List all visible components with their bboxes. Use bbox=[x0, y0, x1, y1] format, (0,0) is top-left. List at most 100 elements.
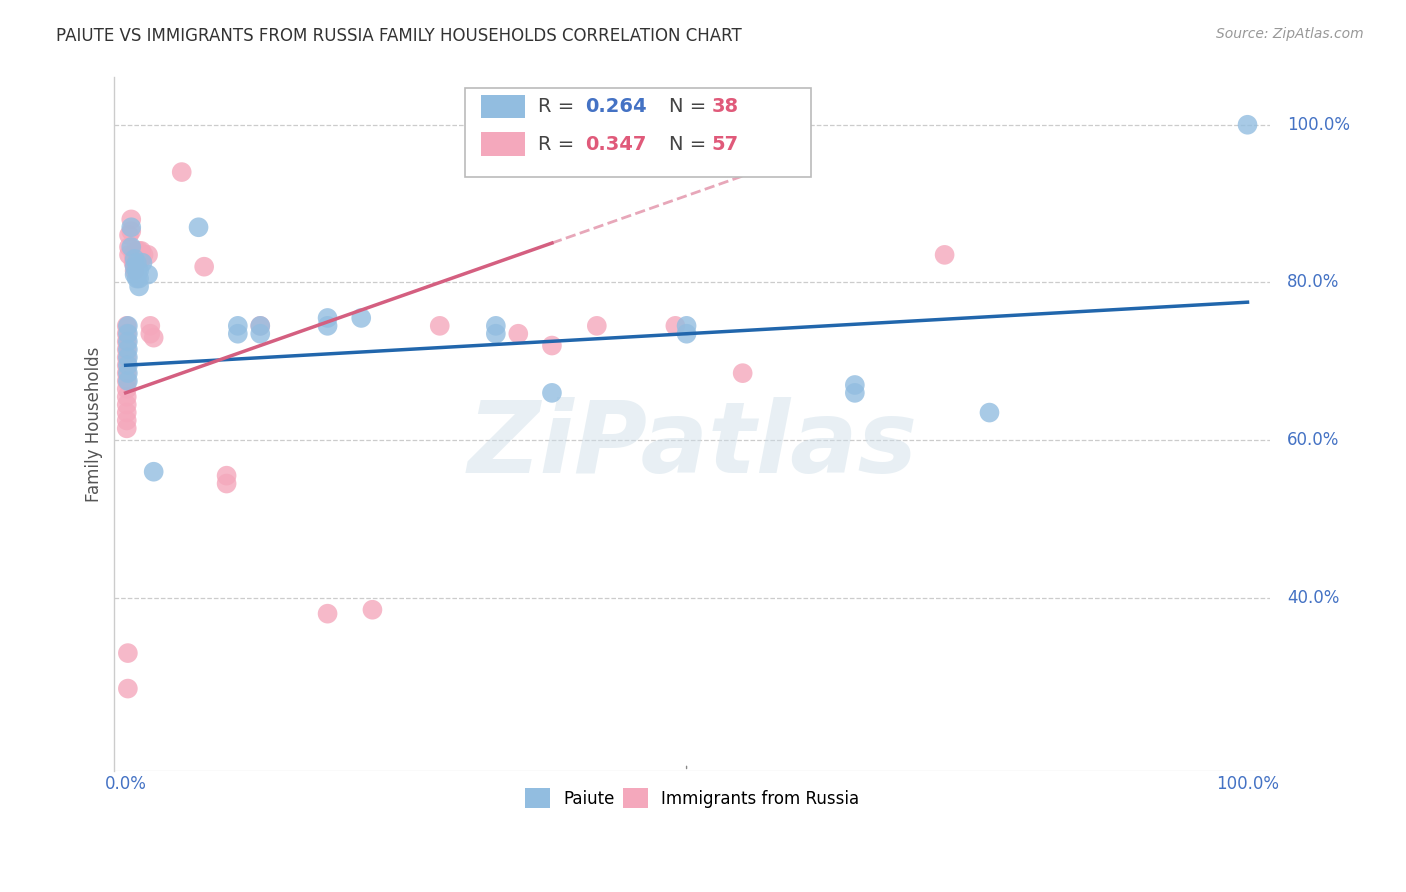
Point bbox=[124, 260, 146, 274]
Point bbox=[675, 326, 697, 341]
Point bbox=[125, 244, 148, 258]
Point bbox=[120, 224, 142, 238]
Point bbox=[226, 326, 249, 341]
Text: Source: ZipAtlas.com: Source: ZipAtlas.com bbox=[1216, 27, 1364, 41]
Point bbox=[124, 248, 146, 262]
Point bbox=[125, 263, 148, 277]
Text: 38: 38 bbox=[711, 97, 740, 116]
Point bbox=[115, 343, 138, 357]
Point bbox=[249, 318, 271, 333]
Point bbox=[115, 318, 138, 333]
Point bbox=[128, 271, 150, 285]
Point bbox=[170, 165, 193, 179]
Point bbox=[139, 326, 162, 341]
Point bbox=[117, 646, 139, 660]
Legend: Paiute, Immigrants from Russia: Paiute, Immigrants from Russia bbox=[519, 781, 866, 815]
Point bbox=[132, 248, 155, 262]
Point bbox=[115, 351, 138, 365]
Text: R =: R = bbox=[538, 135, 581, 153]
Point bbox=[316, 318, 339, 333]
Point bbox=[142, 465, 165, 479]
Point bbox=[731, 366, 754, 380]
Point bbox=[541, 338, 564, 352]
Point bbox=[125, 271, 148, 285]
Bar bbox=[481, 132, 524, 156]
Point bbox=[117, 351, 139, 365]
Point bbox=[675, 318, 697, 333]
Point bbox=[115, 366, 138, 380]
Point bbox=[118, 240, 141, 254]
Text: PAIUTE VS IMMIGRANTS FROM RUSSIA FAMILY HOUSEHOLDS CORRELATION CHART: PAIUTE VS IMMIGRANTS FROM RUSSIA FAMILY … bbox=[56, 27, 742, 45]
Text: 0.264: 0.264 bbox=[585, 97, 647, 116]
Text: R =: R = bbox=[538, 97, 581, 116]
Point bbox=[664, 318, 686, 333]
Point bbox=[115, 334, 138, 349]
Point bbox=[226, 318, 249, 333]
Point bbox=[316, 310, 339, 325]
Text: 0.0%: 0.0% bbox=[104, 775, 146, 793]
Point bbox=[125, 252, 148, 266]
Point bbox=[1236, 118, 1258, 132]
Point bbox=[541, 385, 564, 400]
Point bbox=[193, 260, 215, 274]
Point bbox=[122, 248, 145, 262]
Point bbox=[117, 374, 139, 388]
Point bbox=[118, 248, 141, 262]
Point bbox=[485, 318, 508, 333]
Point bbox=[249, 326, 271, 341]
Point bbox=[117, 366, 139, 380]
Point bbox=[979, 406, 1001, 420]
Point bbox=[125, 256, 148, 270]
Point bbox=[117, 343, 139, 357]
Point bbox=[215, 468, 238, 483]
Point bbox=[215, 476, 238, 491]
Point bbox=[128, 279, 150, 293]
Point bbox=[117, 681, 139, 696]
Point bbox=[115, 390, 138, 404]
Point bbox=[115, 374, 138, 388]
Text: 80.0%: 80.0% bbox=[1286, 274, 1339, 292]
Text: 100.0%: 100.0% bbox=[1286, 116, 1350, 134]
Point bbox=[124, 256, 146, 270]
Point bbox=[844, 378, 866, 392]
Point bbox=[117, 326, 139, 341]
Point bbox=[117, 334, 139, 349]
Point bbox=[118, 228, 141, 243]
Point bbox=[115, 421, 138, 435]
Point bbox=[128, 244, 150, 258]
Point bbox=[122, 256, 145, 270]
Point bbox=[316, 607, 339, 621]
Point bbox=[115, 406, 138, 420]
Point bbox=[187, 220, 209, 235]
Point bbox=[844, 385, 866, 400]
Point bbox=[115, 326, 138, 341]
Bar bbox=[481, 95, 524, 119]
Point bbox=[136, 268, 159, 282]
Text: N =: N = bbox=[669, 135, 713, 153]
Point bbox=[350, 310, 373, 325]
Text: 60.0%: 60.0% bbox=[1286, 431, 1339, 450]
Point bbox=[128, 252, 150, 266]
Point bbox=[131, 244, 153, 258]
Text: N =: N = bbox=[669, 97, 713, 116]
Text: 57: 57 bbox=[711, 135, 740, 153]
Text: 40.0%: 40.0% bbox=[1286, 589, 1339, 607]
Point bbox=[142, 331, 165, 345]
Point bbox=[485, 326, 508, 341]
Point bbox=[120, 220, 142, 235]
Point bbox=[249, 318, 271, 333]
Point bbox=[115, 358, 138, 372]
Point bbox=[131, 256, 153, 270]
Point bbox=[585, 318, 607, 333]
Point bbox=[508, 326, 530, 341]
Point bbox=[115, 398, 138, 412]
Point bbox=[120, 212, 142, 227]
Point bbox=[131, 252, 153, 266]
Point bbox=[128, 263, 150, 277]
Text: ZiPatlas: ZiPatlas bbox=[467, 397, 917, 494]
FancyBboxPatch shape bbox=[464, 87, 811, 177]
Point bbox=[120, 240, 142, 254]
Y-axis label: Family Households: Family Households bbox=[86, 347, 103, 502]
Point bbox=[117, 358, 139, 372]
Text: 0.347: 0.347 bbox=[585, 135, 647, 153]
